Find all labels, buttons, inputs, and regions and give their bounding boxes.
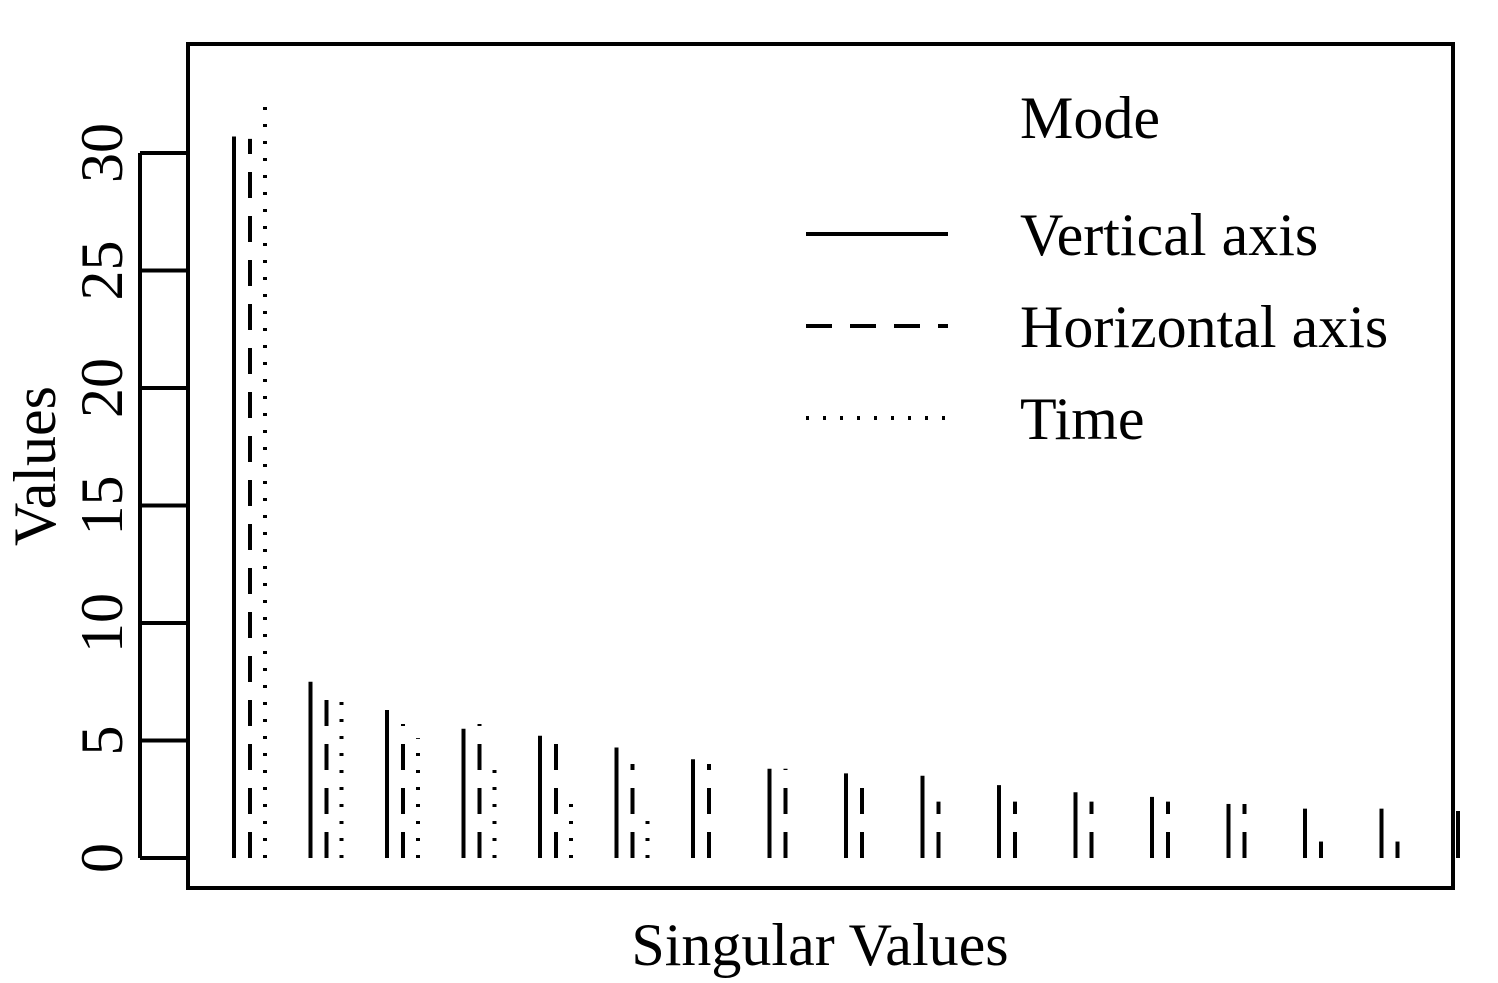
y-tick-label-20: 20 bbox=[69, 358, 135, 418]
bars bbox=[232, 94, 1460, 858]
y-tick-label-10: 10 bbox=[69, 593, 135, 653]
plot-frame bbox=[186, 42, 1455, 890]
legend-label-solid: Vertical axis bbox=[1020, 202, 1318, 268]
y-tick-label-30: 30 bbox=[69, 123, 135, 183]
legend-label-dashed: Horizontal axis bbox=[1020, 294, 1388, 360]
y-axis-label: Values bbox=[2, 386, 68, 546]
y-axis: 0 5 10 15 20 25 30 bbox=[69, 123, 188, 873]
y-tick-label-0: 0 bbox=[69, 843, 135, 873]
y-tick-label-25: 25 bbox=[69, 241, 135, 301]
y-tick-label-15: 15 bbox=[69, 476, 135, 536]
legend-title: Mode bbox=[1020, 85, 1160, 151]
legend-label-dotted: Time bbox=[1020, 386, 1145, 452]
legend: Mode Vertical axis Horizontal axis Time bbox=[806, 85, 1388, 452]
y-tick-label-5: 5 bbox=[69, 726, 135, 756]
x-axis-label: Singular Values bbox=[631, 912, 1008, 978]
